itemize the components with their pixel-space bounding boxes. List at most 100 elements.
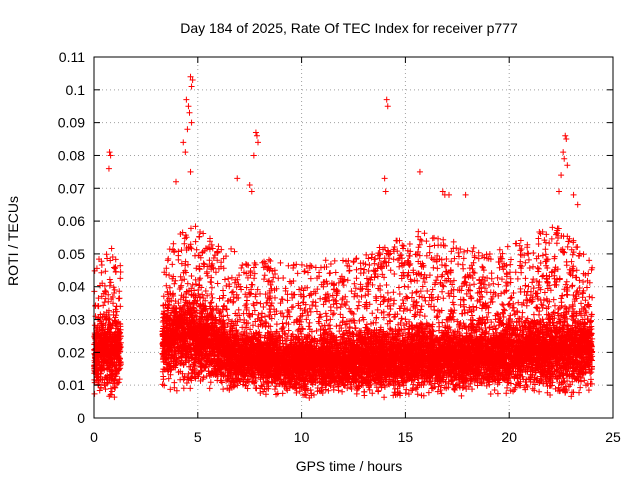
data-point: [97, 282, 104, 289]
data-point: [107, 391, 114, 398]
data-point: [107, 279, 114, 286]
data-point: [98, 262, 105, 269]
data-point: [103, 251, 110, 258]
data-point: [192, 238, 199, 245]
data-point: [471, 270, 478, 277]
data-point: [440, 295, 447, 302]
data-point: [104, 379, 111, 386]
data-point: [102, 268, 109, 275]
data-point: [109, 254, 116, 261]
data-point: [371, 260, 378, 267]
data-point: [115, 295, 122, 302]
data-point: [115, 366, 122, 373]
data-point: [499, 250, 506, 257]
data-point: [116, 376, 123, 383]
data-point: [117, 275, 124, 282]
data-point: [103, 309, 110, 316]
data-point: [108, 361, 115, 368]
data-point: [107, 385, 114, 392]
data-point: [95, 332, 102, 339]
data-point: [533, 277, 540, 284]
data-point: [335, 279, 342, 286]
data-point: [107, 257, 114, 264]
data-point: [581, 377, 588, 384]
data-point: [112, 384, 119, 391]
data-point: [98, 320, 105, 327]
data-point: [306, 326, 313, 333]
data-point: [111, 290, 118, 297]
data-point: [111, 286, 118, 293]
data-point: [104, 255, 111, 262]
data-point: [107, 334, 114, 341]
data-point: [113, 371, 120, 378]
data-point: [104, 366, 111, 373]
data-point: [107, 324, 114, 331]
data-point: [116, 359, 123, 366]
data-point: [98, 269, 105, 276]
data-point: [99, 324, 106, 331]
data-point: [102, 287, 109, 294]
data-point: [114, 325, 121, 332]
data-point: [108, 368, 115, 375]
data-point: [93, 265, 100, 272]
data-point: [115, 348, 122, 355]
data-point: [98, 346, 105, 353]
data-point: [111, 376, 118, 383]
data-point: [98, 351, 105, 358]
data-point: [106, 282, 113, 289]
data-point: [290, 261, 297, 268]
data-point: [114, 379, 121, 386]
data-point: [536, 388, 543, 395]
data-point: [105, 341, 112, 348]
data-point: [111, 384, 118, 391]
data-point: [106, 348, 113, 355]
data-point: [358, 293, 365, 300]
data-point: [91, 364, 98, 371]
data-point: [510, 289, 517, 296]
data-point: [115, 319, 122, 326]
data-point: [109, 380, 116, 387]
data-point: [416, 252, 423, 259]
data-point: [106, 276, 113, 283]
data-point: [108, 333, 115, 340]
data-point: [98, 258, 105, 265]
data-point: [111, 265, 118, 272]
data-point: [101, 328, 108, 335]
data-point: [102, 374, 109, 381]
data-point: [564, 243, 571, 250]
data-point: [230, 288, 237, 295]
data-point: [114, 337, 121, 344]
data-point: [113, 308, 120, 315]
data-point: [105, 298, 112, 305]
data-point: [116, 343, 123, 350]
data-point: [500, 266, 507, 273]
data-point: [100, 302, 107, 309]
data-point: [112, 314, 119, 321]
data-point: [102, 288, 109, 295]
data-point: [170, 240, 177, 247]
data-point: [111, 394, 118, 401]
data-point: [550, 296, 557, 303]
data-point: [586, 293, 593, 300]
data-point: [108, 245, 115, 252]
data-point: [202, 288, 209, 295]
data-point: [114, 329, 121, 336]
data-point: [363, 275, 370, 282]
data-point: [94, 324, 101, 331]
data-point: [99, 359, 106, 366]
data-point: [103, 315, 110, 322]
data-point: [317, 332, 324, 339]
data-point: [187, 225, 194, 232]
data-point: [111, 264, 118, 271]
data-point: [280, 323, 287, 330]
data-point: [516, 242, 523, 249]
data-point: [104, 326, 111, 333]
data-point: [117, 332, 124, 339]
data-point: [418, 303, 425, 310]
data-point: [304, 269, 311, 276]
data-point: [100, 362, 107, 369]
data-point: [102, 295, 109, 302]
data-point: [103, 316, 110, 323]
data-point: [117, 362, 124, 369]
